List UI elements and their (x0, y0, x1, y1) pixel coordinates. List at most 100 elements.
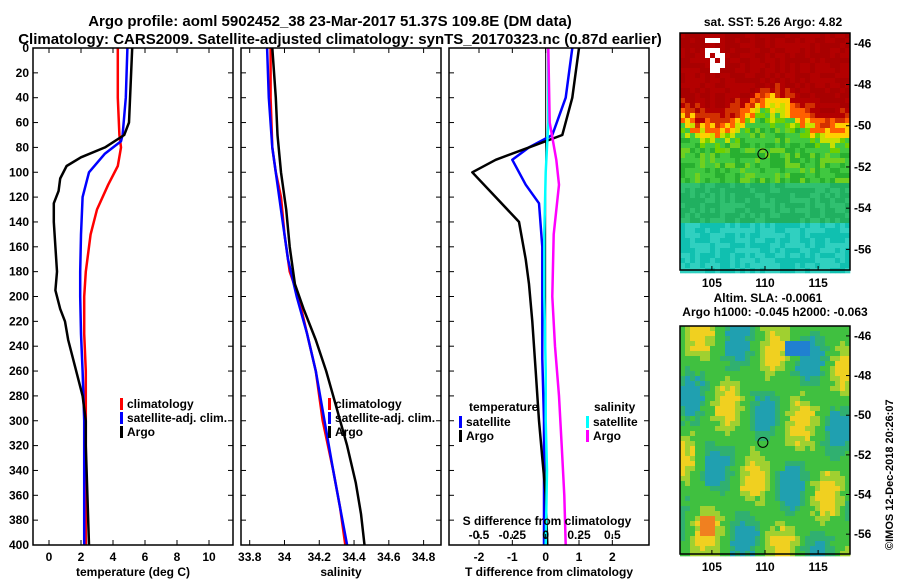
map-cell (690, 238, 696, 244)
map-cell (750, 401, 756, 407)
map-cell (750, 238, 756, 244)
x-tick-label: 0 (46, 550, 53, 564)
map-cell (780, 366, 786, 372)
map-cell (690, 336, 696, 342)
map-cell (840, 188, 846, 194)
map-cell (685, 371, 691, 377)
map-cell (810, 541, 816, 547)
map-cell (810, 461, 816, 467)
map-cell (720, 326, 726, 332)
map-cell (770, 233, 776, 239)
map-cell (745, 471, 751, 477)
map-cell (780, 546, 786, 552)
map-cell (775, 53, 781, 59)
map-cell (695, 193, 701, 199)
map-cell (790, 123, 796, 129)
map-cell (800, 53, 806, 59)
map-cell (785, 366, 791, 372)
map-cell (715, 341, 721, 347)
map-cell (780, 351, 786, 357)
depth-tick-label: 320 (9, 439, 29, 453)
map-cell (845, 451, 851, 457)
map-cell (680, 183, 686, 189)
map-cell (785, 73, 791, 79)
map-cell (685, 411, 691, 417)
map-cell (815, 258, 821, 264)
map-cell (765, 531, 771, 537)
map-cell (750, 123, 756, 129)
map-cell (690, 391, 696, 397)
map-cell (700, 461, 706, 467)
map-cell (730, 48, 736, 54)
map-cell (805, 203, 811, 209)
map-cell (725, 336, 731, 342)
map-cell (685, 476, 691, 482)
map-cell (830, 188, 836, 194)
map-cell (750, 143, 756, 149)
map-cell (780, 476, 786, 482)
map-cell (835, 173, 841, 179)
map-cell (770, 128, 776, 134)
map-cell (740, 441, 746, 447)
map-cell (815, 88, 821, 94)
map-cell (805, 401, 811, 407)
map-cell (830, 98, 836, 104)
map-cell (790, 476, 796, 482)
map-cell (845, 511, 851, 517)
map-cell (680, 521, 686, 527)
map-cell (790, 38, 796, 44)
map-cell (680, 501, 686, 507)
map-cell (725, 501, 731, 507)
map-cell (840, 183, 846, 189)
map-cell (750, 411, 756, 417)
map-cell (685, 326, 691, 332)
map-cell (835, 63, 841, 69)
map-cell (800, 411, 806, 417)
map-cell (845, 361, 851, 367)
map-cell (710, 361, 716, 367)
map-cell (840, 471, 846, 477)
map-cell (710, 58, 716, 64)
map-cell (715, 506, 721, 512)
map-cell (775, 203, 781, 209)
map-cell (685, 118, 691, 124)
map-cell (810, 496, 816, 502)
map-cell (780, 238, 786, 244)
map-cell (690, 108, 696, 114)
map-cell (785, 58, 791, 64)
map-cell (830, 78, 836, 84)
map-cell (755, 43, 761, 49)
map-cell (695, 163, 701, 169)
map-cell (730, 153, 736, 159)
map-cell (795, 381, 801, 387)
map-cell (805, 366, 811, 372)
map-cell (720, 68, 726, 74)
map-cell (695, 63, 701, 69)
map-cell (810, 198, 816, 204)
map-cell (810, 143, 816, 149)
map-cell (680, 128, 686, 134)
map-cell (790, 233, 796, 239)
map-cell (820, 396, 826, 402)
map-cell (815, 208, 821, 214)
map-cell (795, 263, 801, 269)
map-cell (715, 361, 721, 367)
map-cell (680, 411, 686, 417)
map-cell (750, 193, 756, 199)
map-cell (795, 158, 801, 164)
map-cell (840, 441, 846, 447)
map-cell (800, 248, 806, 254)
map-cell (830, 431, 836, 437)
map-cell (700, 248, 706, 254)
map-cell (845, 58, 851, 64)
map-cell (700, 33, 706, 39)
map-cell (805, 391, 811, 397)
map-cell (720, 138, 726, 144)
map-cell (760, 541, 766, 547)
map-cell (790, 93, 796, 99)
map-cell (790, 396, 796, 402)
map-cell (780, 466, 786, 472)
map-cell (840, 396, 846, 402)
map-cell (810, 163, 816, 169)
map-cell (695, 128, 701, 134)
